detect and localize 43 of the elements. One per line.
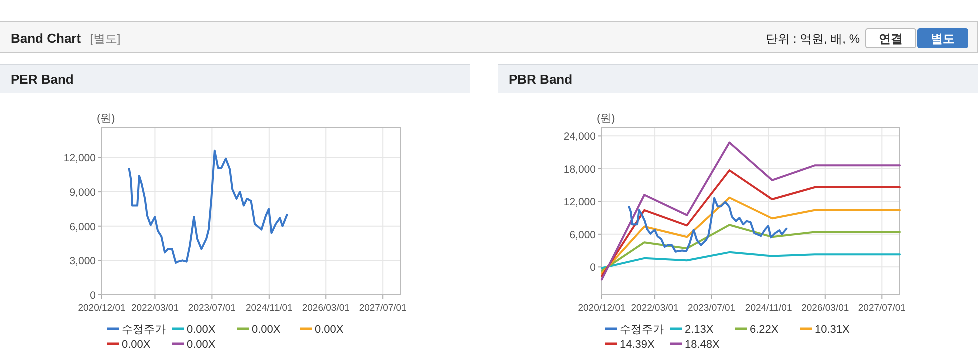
- legend-label: 18.48X: [685, 339, 721, 351]
- legend-label: 6.22X: [750, 324, 780, 336]
- y-tick-label: 18,000: [564, 164, 596, 176]
- y-axis-title: (원): [97, 113, 116, 125]
- legend-label: 14.39X: [620, 339, 656, 351]
- text: 연결: [879, 32, 903, 46]
- text: [별도]: [90, 32, 121, 46]
- y-tick-label: 12,000: [64, 152, 96, 165]
- legend-label: 2.13X: [685, 324, 714, 336]
- legend-label: 0.00X: [252, 324, 282, 336]
- y-tick-label: 0: [90, 290, 96, 302]
- legend-label: 0.00X: [187, 324, 216, 336]
- x-tick-label: 2020/12/01: [78, 303, 126, 314]
- y-tick-label: 0: [590, 262, 596, 274]
- legend-label: 수정주가: [620, 324, 664, 336]
- legend-label: 10.31X: [815, 324, 851, 336]
- x-tick-label: 2027/07/01: [858, 303, 906, 314]
- x-tick-label: 2022/03/01: [131, 303, 179, 314]
- x-tick-label: 2020/12/01: [578, 303, 626, 314]
- chart-title: PER Band: [11, 72, 74, 87]
- x-tick-label: 2027/07/01: [359, 303, 407, 314]
- x-tick-label: 2023/07/01: [688, 303, 736, 314]
- y-tick-label: 9,000: [70, 187, 96, 200]
- text: 별도: [931, 32, 955, 46]
- x-tick-label: 2024/11/01: [745, 303, 792, 314]
- y-axis-title: (원): [597, 113, 616, 125]
- text: 단위 : 억원, 배, %: [766, 32, 860, 46]
- legend-label: 0.00X: [187, 339, 216, 351]
- x-tick-label: 2026/03/01: [302, 303, 350, 314]
- text: Band Chart: [11, 31, 82, 46]
- y-tick-label: 6,000: [570, 229, 596, 242]
- x-tick-label: 2022/03/01: [631, 303, 679, 314]
- legend-label: 0.00X: [122, 339, 152, 351]
- y-tick-label: 6,000: [70, 221, 96, 234]
- y-tick-label: 24,000: [564, 131, 596, 144]
- y-tick-label: 12,000: [564, 196, 596, 209]
- x-tick-label: 2023/07/01: [188, 303, 236, 314]
- legend-label: 수정주가: [122, 324, 166, 336]
- x-tick-label: 2024/11/01: [246, 303, 293, 314]
- y-tick-label: 3,000: [70, 256, 96, 268]
- chart-title: PBR Band: [509, 72, 573, 87]
- x-tick-label: 2026/03/01: [802, 303, 850, 314]
- legend-label: 0.00X: [315, 324, 344, 336]
